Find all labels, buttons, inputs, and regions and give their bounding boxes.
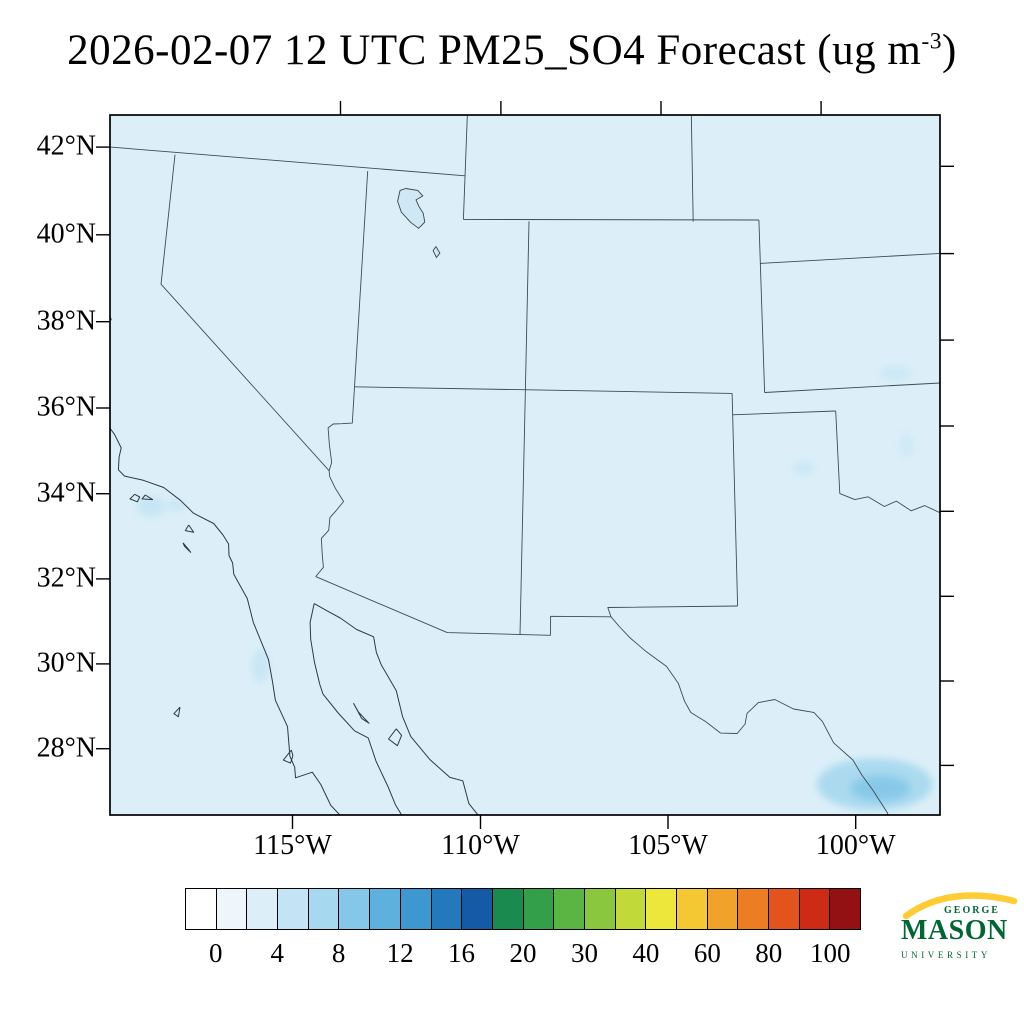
colorbar-cell (584, 889, 616, 929)
lat-tick-label: 36°N (36, 391, 96, 423)
pm25-so4-field (110, 115, 940, 815)
colorbar-cell (769, 889, 800, 929)
colorbar-cell (615, 889, 647, 929)
gmu-logo-university: UNIVERSITY (901, 950, 991, 960)
colorbar-cell (462, 889, 493, 929)
lon-tick-label: 105°W (628, 830, 708, 861)
title-text: 2026-02-07 12 UTC PM25_SO4 Forecast (ug … (67, 27, 922, 74)
colorbar-cell (554, 889, 585, 929)
colorbar-tick-label: 60 (693, 938, 721, 968)
lon-tick-label: 110°W (441, 830, 520, 861)
lat-tick-label: 28°N (36, 732, 96, 764)
axis-ticks (96, 101, 954, 829)
map-frame (109, 114, 941, 816)
lat-tick-label: 30°N (36, 647, 96, 679)
colorbar-cell (677, 889, 708, 929)
gmu-logo-george: GEORGE (944, 905, 1000, 916)
colorbar-cell (216, 889, 248, 929)
colorbar-cell (830, 889, 861, 929)
colorbar-cell (646, 889, 677, 929)
lat-tick-label: 42°N (36, 130, 96, 162)
lat-tick-label: 38°N (36, 305, 96, 337)
colorbar-tick-label: 40 (632, 938, 660, 968)
colorbar-cell (431, 889, 463, 929)
colorbar (185, 888, 861, 930)
title-exponent: -3 (921, 28, 943, 55)
colorbar-tick-label: 100 (810, 938, 851, 968)
lon-tick-label: 115°W (253, 830, 332, 861)
colorbar-tick-label: 80 (755, 938, 783, 968)
colorbar-cell (492, 889, 524, 929)
colorbar-tick-label: 4 (270, 938, 284, 968)
lon-tick-label: 100°W (815, 830, 896, 861)
colorbar-cell (523, 889, 555, 929)
colorbar-tick-label: 20 (509, 938, 537, 968)
colorbar-cell (400, 889, 432, 929)
colorbar-cell (339, 889, 371, 929)
colorbar-cell (707, 889, 739, 929)
colorbar-tick-label: 12 (386, 938, 414, 968)
colorbar-cell (308, 889, 340, 929)
colorbar-cell (738, 889, 770, 929)
figure-title: 2026-02-07 12 UTC PM25_SO4 Forecast (ug … (0, 26, 1024, 75)
colorbar-tick-label: 0 (208, 938, 223, 968)
colorbar-cell (799, 889, 831, 929)
colorbar-cell (186, 889, 217, 929)
colorbar-cell (247, 889, 279, 929)
colorbar-tick-label: 30 (571, 938, 598, 968)
colorbar-tick-label: 8 (331, 938, 346, 968)
coastlines (110, 314, 479, 815)
colorbar-tick-label: 16 (448, 938, 475, 968)
title-suffix: ) (942, 27, 957, 74)
colorbar-cell (278, 889, 309, 929)
lat-tick-label: 32°N (36, 562, 96, 594)
gmu-logo-mason: MASON (901, 915, 1008, 946)
gmu-logo: GEORGE MASON UNIVERSITY (898, 890, 1020, 974)
great-salt-lake (397, 188, 441, 259)
gmu-swoosh-icon (902, 892, 1018, 920)
state-borders (110, 115, 940, 815)
lat-tick-label: 40°N (36, 218, 96, 250)
colorbar-cell (370, 889, 401, 929)
lat-tick-label: 34°N (36, 477, 96, 509)
